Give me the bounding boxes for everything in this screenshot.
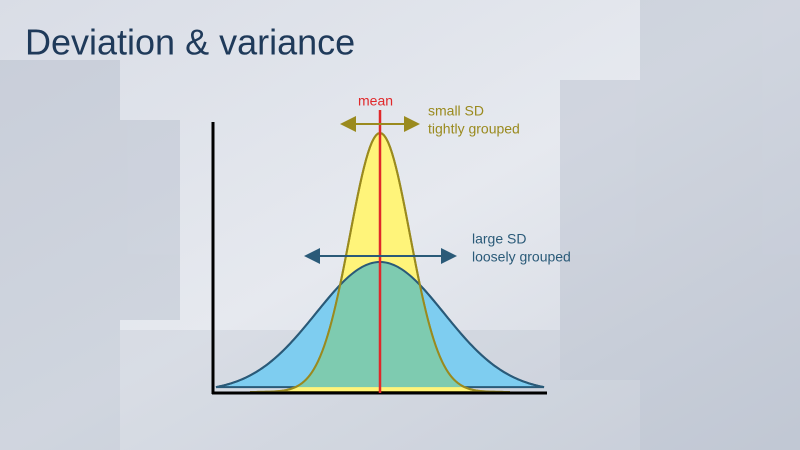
small-sd-label: tightly grouped [428, 121, 520, 137]
large-sd-label: large SD [472, 231, 526, 247]
title: Deviation & variance [25, 22, 355, 63]
small-sd-label: small SD [428, 103, 484, 119]
large-sd-label: loosely grouped [472, 249, 571, 265]
mean-label: mean [358, 93, 393, 109]
